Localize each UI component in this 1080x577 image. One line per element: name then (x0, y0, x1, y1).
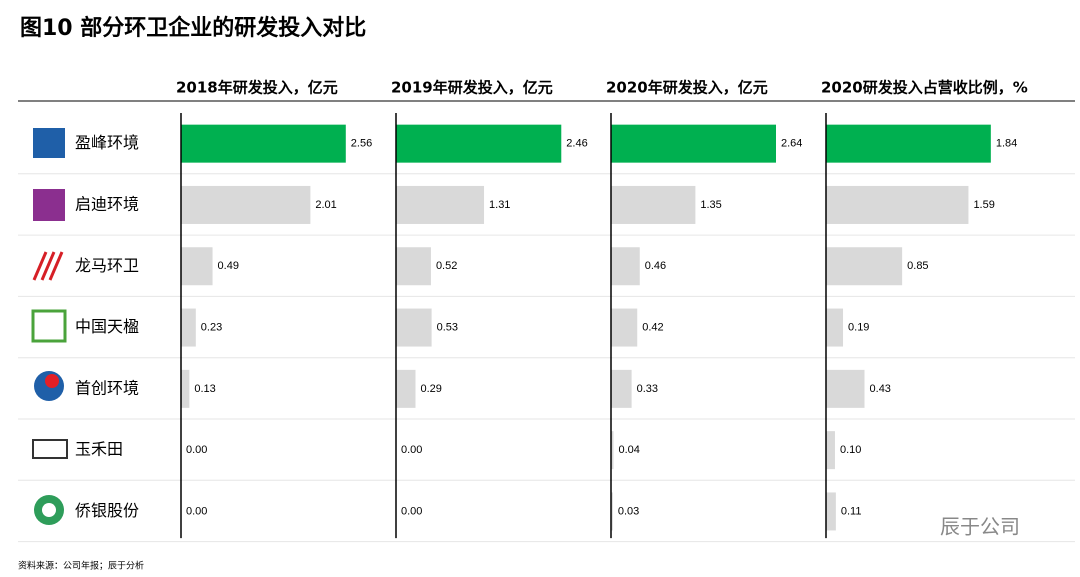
value-label: 0.46 (645, 260, 666, 272)
bar (611, 369, 632, 408)
value-label: 0.00 (186, 505, 207, 517)
bar (826, 124, 991, 163)
bar (611, 492, 613, 531)
bar (826, 185, 969, 224)
value-label: 0.04 (619, 444, 640, 456)
logo (32, 251, 64, 281)
category-label: 中国天楹 (75, 317, 139, 336)
value-label: 2.64 (781, 138, 802, 150)
value-label: 0.13 (194, 383, 215, 395)
logos (31, 128, 68, 525)
value-label: 0.10 (840, 444, 861, 456)
panel-header: 2020研发投入占营收比例，% (821, 79, 1028, 97)
value-label: 1.35 (700, 199, 721, 211)
value-label: 0.43 (870, 383, 891, 395)
bar (611, 185, 696, 224)
bar (396, 369, 416, 408)
bar (181, 369, 190, 408)
value-label: 0.11 (841, 505, 862, 517)
value-label: 0.03 (618, 505, 639, 517)
logo (42, 503, 56, 517)
source: 资料来源：公司年报；辰于分析 (18, 560, 144, 572)
value-label: 2.56 (351, 138, 372, 150)
value-label: 0.00 (401, 444, 422, 456)
logo (33, 189, 65, 221)
value-label: 0.42 (642, 321, 663, 333)
value-label: 2.01 (315, 199, 336, 211)
bar (826, 492, 836, 531)
logo (33, 128, 65, 158)
category-label: 启迪环境 (75, 194, 139, 213)
value-label: 2.46 (566, 138, 587, 150)
category-label: 玉禾田 (75, 440, 123, 459)
bar (181, 185, 311, 224)
panel-header: 2020年研发投入，亿元 (606, 79, 768, 97)
bar (396, 247, 431, 286)
watermark: 辰于公司 (940, 515, 1020, 539)
value-label: 1.31 (489, 199, 510, 211)
value-label: 0.19 (848, 321, 869, 333)
logo (31, 309, 67, 343)
category-label: 盈峰环境 (75, 133, 139, 152)
bar (396, 185, 485, 224)
value-label: 0.23 (201, 321, 222, 333)
value-label: 0.33 (637, 383, 658, 395)
bar (611, 124, 776, 163)
category-label: 首创环境 (75, 378, 139, 397)
bar (611, 431, 614, 470)
value-label: 0.00 (401, 505, 422, 517)
bar (611, 247, 640, 286)
bar (181, 247, 213, 286)
bar (181, 308, 196, 347)
bar (181, 124, 346, 163)
value-label: 0.00 (186, 444, 207, 456)
chart-title: 图10 部分环卫企业的研发投入对比 (20, 15, 366, 41)
bar (396, 124, 562, 163)
value-label: 1.59 (973, 199, 994, 211)
bar (826, 308, 844, 347)
panel-header: 2019年研发投入，亿元 (391, 79, 553, 97)
bar (611, 308, 638, 347)
category-label: 侨银股份 (75, 501, 139, 520)
bar (826, 431, 835, 470)
value-label: 0.49 (218, 260, 239, 272)
value-label: 1.84 (996, 138, 1017, 150)
bar (826, 247, 903, 286)
value-label: 0.85 (907, 260, 928, 272)
logo (45, 374, 59, 388)
panel-header: 2018年研发投入，亿元 (176, 79, 338, 97)
value-label: 0.29 (420, 383, 441, 395)
bar (826, 369, 865, 408)
category-label: 龙马环卫 (75, 256, 139, 275)
bar (396, 308, 432, 347)
logo (32, 439, 68, 459)
value-label: 0.52 (436, 260, 457, 272)
value-label: 0.53 (437, 321, 458, 333)
